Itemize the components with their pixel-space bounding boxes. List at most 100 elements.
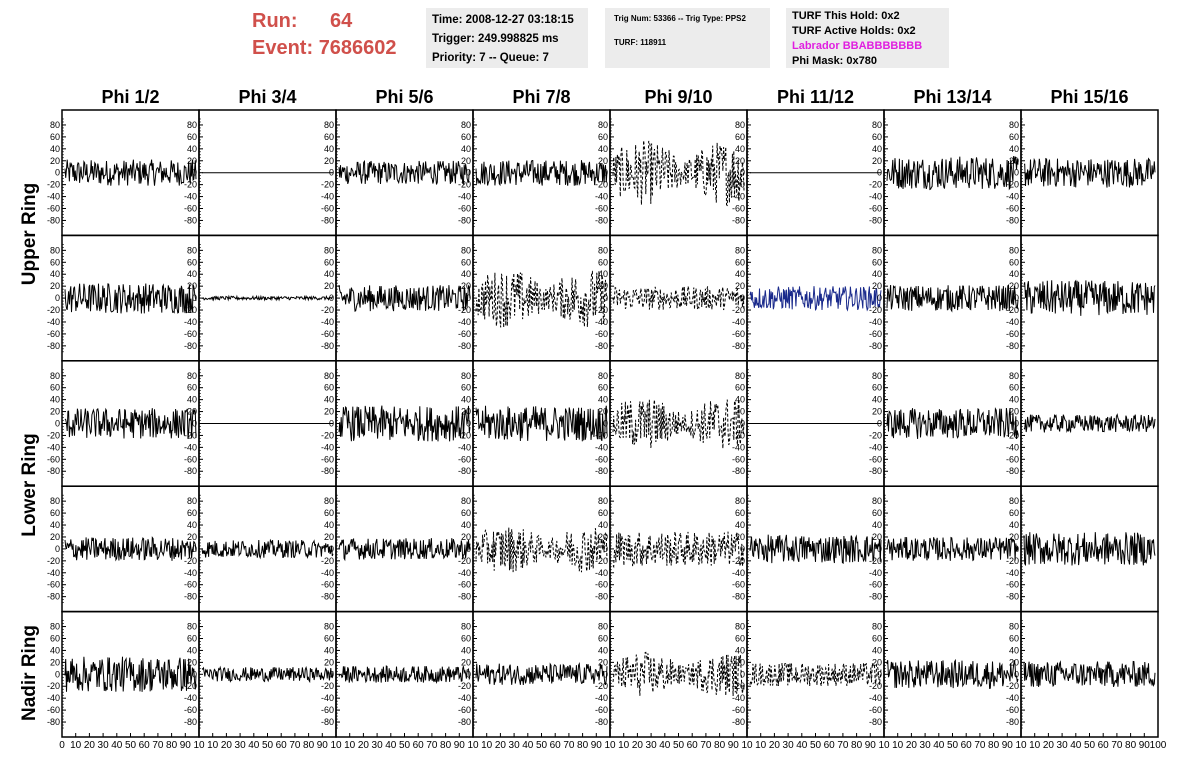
waveform-trace xyxy=(338,159,471,186)
x-tick-label: 60 xyxy=(824,740,836,751)
y-tick-label: -80 xyxy=(595,466,608,476)
y-tick-label: 60 xyxy=(872,383,882,393)
x-tick-label: 80 xyxy=(166,740,178,751)
y-tick-label: 60 xyxy=(187,383,197,393)
y-tick-label: 20 xyxy=(50,156,60,166)
x-tick-label: 10 xyxy=(193,740,205,751)
y-tick-label: -20 xyxy=(732,430,745,440)
y-tick-label: -80 xyxy=(732,466,745,476)
waveform-trace xyxy=(475,527,608,573)
y-tick-label: 60 xyxy=(461,257,471,267)
waveform-trace xyxy=(64,283,197,314)
x-tick-label: 10 xyxy=(878,740,890,751)
y-tick-label: -80 xyxy=(1006,215,1019,225)
run-label: Run: xyxy=(252,10,298,32)
waveform-trace xyxy=(886,407,1019,440)
x-tick-label: 20 xyxy=(769,740,781,751)
y-tick-label: 0 xyxy=(877,669,882,679)
y-tick-label: -40 xyxy=(458,693,471,703)
y-tick-label: -60 xyxy=(458,580,471,590)
y-tick-label: 80 xyxy=(461,371,471,381)
y-tick-label: -20 xyxy=(184,180,197,190)
y-tick-label: -80 xyxy=(321,717,334,727)
y-tick-label: -20 xyxy=(47,430,60,440)
x-tick-label: 60 xyxy=(276,740,288,751)
waveform-trace xyxy=(338,665,471,684)
waveform-trace xyxy=(338,538,471,562)
y-tick-label: 40 xyxy=(735,395,745,405)
turf-text: TURF: 118911 xyxy=(614,38,667,47)
y-tick-label: -80 xyxy=(47,592,60,602)
x-tick-label: 10 xyxy=(207,740,219,751)
x-tick-label: 20 xyxy=(495,740,507,751)
y-tick-label: -40 xyxy=(321,693,334,703)
y-tick-label: -20 xyxy=(1006,305,1019,315)
y-tick-label: 20 xyxy=(187,156,197,166)
y-tick-label: 40 xyxy=(187,520,197,530)
run-event-box: Run: 64 Event: 7686602 xyxy=(252,8,397,62)
y-tick-label: -20 xyxy=(458,180,471,190)
y-tick-label: -20 xyxy=(1006,430,1019,440)
y-tick-label: 40 xyxy=(598,395,608,405)
y-tick-label: 60 xyxy=(735,383,745,393)
x-tick-label: 80 xyxy=(714,740,726,751)
y-tick-label: 20 xyxy=(50,532,60,542)
y-tick-label: -60 xyxy=(595,329,608,339)
y-tick-label: 80 xyxy=(735,245,745,255)
y-tick-label: 0 xyxy=(1014,168,1019,178)
waveform-trace xyxy=(1023,660,1156,688)
x-tick-label: 60 xyxy=(961,740,973,751)
y-tick-label: 20 xyxy=(187,281,197,291)
y-tick-label: 0 xyxy=(329,669,334,679)
y-tick-label: 80 xyxy=(735,496,745,506)
x-tick-label: 10 xyxy=(1015,740,1027,751)
y-tick-label: -40 xyxy=(321,317,334,327)
y-tick-label: 80 xyxy=(735,371,745,381)
y-tick-label: 0 xyxy=(603,669,608,679)
y-tick-label: 80 xyxy=(187,622,197,632)
run-line: Run: 64 xyxy=(252,8,397,35)
y-tick-label: -80 xyxy=(458,466,471,476)
y-tick-label: -40 xyxy=(184,442,197,452)
y-tick-label: 0 xyxy=(877,293,882,303)
y-tick-label: -60 xyxy=(1006,454,1019,464)
panel-frame xyxy=(335,234,474,362)
y-tick-label: -80 xyxy=(321,215,334,225)
y-tick-label: 0 xyxy=(603,419,608,429)
y-tick-label: 80 xyxy=(1009,120,1019,130)
y-tick-label: 60 xyxy=(324,383,334,393)
y-tick-label: -80 xyxy=(869,717,882,727)
y-tick-label: 60 xyxy=(50,257,60,267)
y-tick-label: -60 xyxy=(732,580,745,590)
x-tick-label: 30 xyxy=(98,740,110,751)
y-tick-label: 80 xyxy=(1009,496,1019,506)
column-title: Phi 9/10 xyxy=(644,87,713,107)
y-tick-label: 40 xyxy=(735,520,745,530)
y-tick-label: -20 xyxy=(595,681,608,691)
y-tick-label: 20 xyxy=(872,156,882,166)
phi-mask-text: Phi Mask: 0x780 xyxy=(792,55,877,67)
y-tick-label: -60 xyxy=(458,329,471,339)
y-tick-label: -20 xyxy=(869,681,882,691)
time-info-box: Time: 2008-12-27 03:18:15 Trigger: 249.9… xyxy=(426,8,588,68)
x-tick-label: 80 xyxy=(1125,740,1137,751)
x-tick-label: 10 xyxy=(755,740,767,751)
x-tick-label: 90 xyxy=(317,740,329,751)
y-tick-label: -60 xyxy=(869,204,882,214)
y-tick-label: 0 xyxy=(329,293,334,303)
y-tick-label: -80 xyxy=(595,215,608,225)
x-tick-label: 10 xyxy=(481,740,493,751)
y-tick-label: 60 xyxy=(461,633,471,643)
y-tick-label: -40 xyxy=(1006,192,1019,202)
y-tick-label: 0 xyxy=(603,293,608,303)
y-tick-label: -20 xyxy=(595,556,608,566)
x-tick-label: 50 xyxy=(125,740,137,751)
y-tick-label: 40 xyxy=(324,395,334,405)
y-tick-label: 20 xyxy=(324,407,334,417)
